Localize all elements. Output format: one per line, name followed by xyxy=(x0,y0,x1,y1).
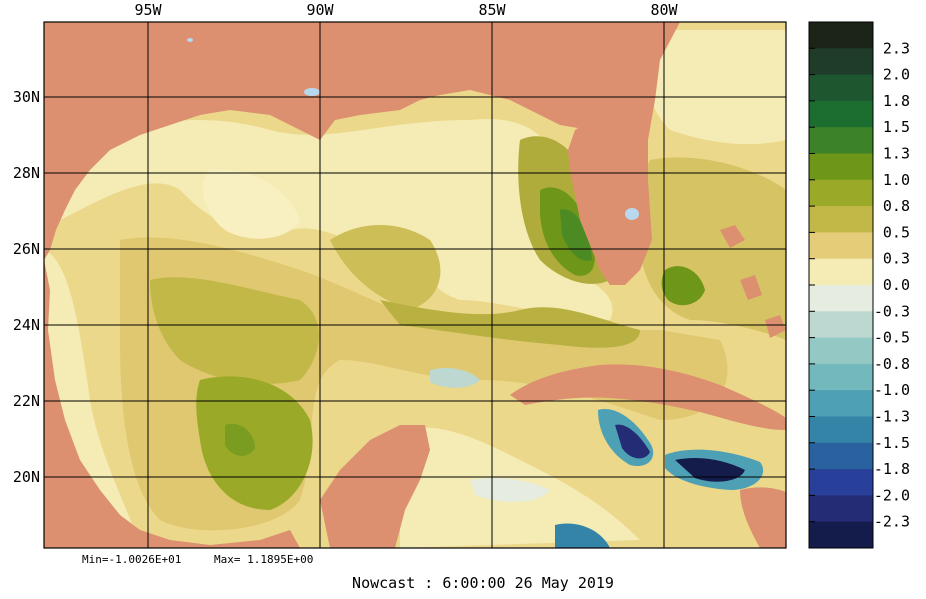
colorbar-swatch xyxy=(809,127,873,154)
colorbar-label: 2.3 xyxy=(883,39,910,57)
colorbar-swatch xyxy=(809,179,873,207)
green-zone-keys xyxy=(661,266,705,306)
land-bahamas-1 xyxy=(720,225,745,248)
colorbar-swatch xyxy=(809,22,873,49)
green-zone-inner-campeche xyxy=(225,423,255,456)
graticule xyxy=(44,22,786,548)
colorbar-swatch xyxy=(809,469,873,496)
colorbar-label: 1.0 xyxy=(883,171,910,189)
colorbar-swatch xyxy=(809,337,873,365)
olive-band-central xyxy=(380,300,640,348)
colorbar-swatch xyxy=(809,258,873,286)
lat-label-28n: 28N xyxy=(13,164,40,182)
lon-label-95w: 95W xyxy=(134,1,162,19)
lat-label-30n: 30N xyxy=(13,88,40,106)
land-mexico xyxy=(44,260,300,548)
colorbar-label: -2.3 xyxy=(874,513,910,531)
map-area xyxy=(44,22,786,548)
colorbar-label: 2.0 xyxy=(883,66,910,84)
colorbar-label: 1.8 xyxy=(883,92,910,110)
land-florida xyxy=(568,22,680,285)
min-value: Min=-1.0026E+01 xyxy=(82,553,181,566)
colorbar-swatch xyxy=(809,48,873,76)
land-cuba xyxy=(510,364,786,430)
colorbar-swatch xyxy=(809,311,873,339)
lake-okeechobee xyxy=(625,208,639,220)
lake-small xyxy=(187,38,193,42)
colorbar-label: -1.8 xyxy=(874,460,910,478)
colorbar-label: 0.0 xyxy=(883,276,910,294)
colorbar-label: -0.5 xyxy=(874,329,910,347)
colorbar-label: -0.3 xyxy=(874,302,910,320)
pale-zone-gulf-north xyxy=(60,119,560,288)
max-value: Max= 1.1895E+00 xyxy=(214,553,313,566)
lon-label-85w: 85W xyxy=(478,1,506,19)
colorbar-label: 0.3 xyxy=(883,250,910,268)
land-bahamas-2 xyxy=(740,275,762,300)
land-bahamas-3 xyxy=(765,315,786,338)
colorbar-label: -1.3 xyxy=(874,408,910,426)
land-us-gulf-coast xyxy=(44,22,786,260)
colorbar-swatch xyxy=(809,74,873,102)
nowcast-caption: Nowcast : 6:00:00 26 May 2019 xyxy=(352,574,614,592)
light-patch-south xyxy=(470,478,550,502)
colorbar-swatch xyxy=(809,363,873,391)
land-hispaniola xyxy=(740,487,786,548)
colorbar-swatch xyxy=(809,232,873,260)
colorbar-label: 1.3 xyxy=(883,145,910,163)
map-frame xyxy=(43,21,787,549)
colorbar-swatch xyxy=(809,100,873,128)
colorbar-label: -1.0 xyxy=(874,381,910,399)
pale-zone-central xyxy=(426,246,613,320)
colorbar-swatch xyxy=(809,495,873,523)
pale-zone-atlantic xyxy=(640,30,786,145)
colorbar-label: 1.5 xyxy=(883,118,910,136)
colorbar-label: -1.5 xyxy=(874,434,910,452)
neg-core-cayman xyxy=(615,424,650,459)
colorbar-swatch xyxy=(809,442,873,470)
lat-label-24n: 24N xyxy=(13,316,40,334)
neg-patch-south xyxy=(555,523,610,548)
colorbar: 2.3 2.0 1.8 1.5 1.3 1.0 0.8 0.5 0.3 0.0 -0.3 -0.5 -0… xyxy=(808,21,910,549)
mid-zone-loop xyxy=(330,225,441,310)
lat-label-20n: 20N xyxy=(13,468,40,486)
colorbar-label: -0.8 xyxy=(874,355,910,373)
colorbar-swatch xyxy=(809,153,873,181)
colorbar-swatch xyxy=(809,285,873,312)
lon-label-90w: 90W xyxy=(306,1,334,19)
neg-patch-yucatan-channel xyxy=(430,368,480,388)
olive-zone-west xyxy=(150,277,319,384)
neg-core-jamaica xyxy=(675,458,745,482)
colorbar-label: 0.8 xyxy=(883,197,910,215)
colorbar-swatch xyxy=(809,390,873,417)
colorbar-label: -2.0 xyxy=(874,486,910,504)
colorbar-swatch xyxy=(809,206,873,233)
lat-label-22n: 22N xyxy=(13,392,40,410)
land-yucatan xyxy=(320,425,430,548)
colorbar-swatch xyxy=(809,521,873,549)
dark-green-zone-florida xyxy=(560,209,592,261)
pale-zone-inner xyxy=(202,169,300,239)
colorbar-swatch xyxy=(809,416,873,444)
colorbar-label: 0.5 xyxy=(883,223,910,241)
lake-pontchartrain xyxy=(304,88,320,96)
lon-label-80w: 80W xyxy=(650,1,678,19)
lat-label-26n: 26N xyxy=(13,240,40,258)
